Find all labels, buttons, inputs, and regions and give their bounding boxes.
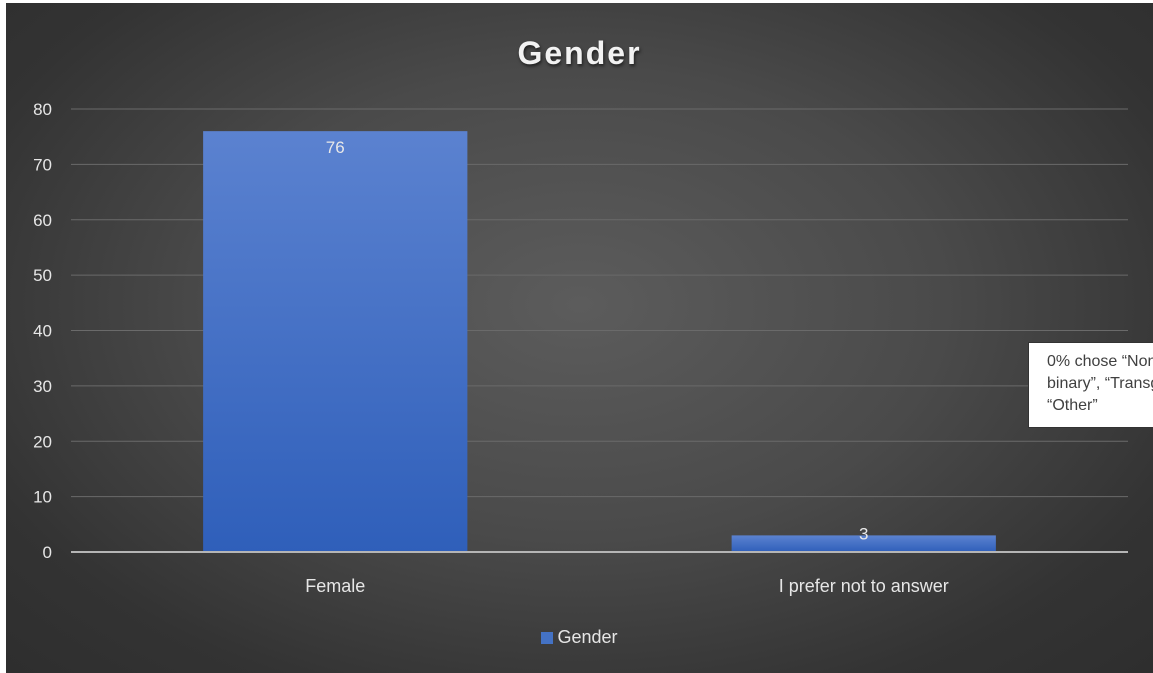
x-tick-label: I prefer not to answer	[779, 576, 949, 596]
bar-female	[203, 131, 468, 552]
data-label: 3	[859, 524, 868, 543]
y-tick-label: 80	[33, 100, 52, 119]
y-tick-label: 0	[43, 543, 52, 562]
data-label: 76	[326, 138, 345, 157]
chart-title: Gender	[517, 35, 642, 71]
y-tick-label: 30	[33, 377, 52, 396]
plot-area: 0 10 20 30 40 50 60 70 80 76 3 Female I prefer not…	[33, 100, 1128, 596]
y-tick-label: 50	[33, 266, 52, 285]
legend-swatch	[541, 632, 554, 644]
y-tick-label: 10	[33, 488, 52, 507]
legend-label: Gender	[557, 627, 618, 647]
y-tick-label: 70	[33, 155, 52, 174]
legend: Gender	[6, 627, 1153, 648]
y-tick-label: 40	[33, 322, 52, 341]
x-axis-ticks: Female I prefer not to answer	[305, 576, 949, 596]
x-tick-label: Female	[305, 576, 365, 596]
bars: 76 3	[203, 131, 996, 552]
chart-area: Gender 0 10 20 30 40 50 60 70 80 76 3 Female I pre…	[6, 3, 1153, 673]
y-axis-ticks: 0 10 20 30 40 50 60 70 80	[33, 100, 52, 562]
bar-i-prefer-not-to-answer	[731, 535, 996, 552]
annotation-box: 0% chose “Non- binary”, “Transgender” or…	[1028, 342, 1153, 428]
y-tick-label: 60	[33, 211, 52, 230]
y-tick-label: 20	[33, 432, 52, 451]
